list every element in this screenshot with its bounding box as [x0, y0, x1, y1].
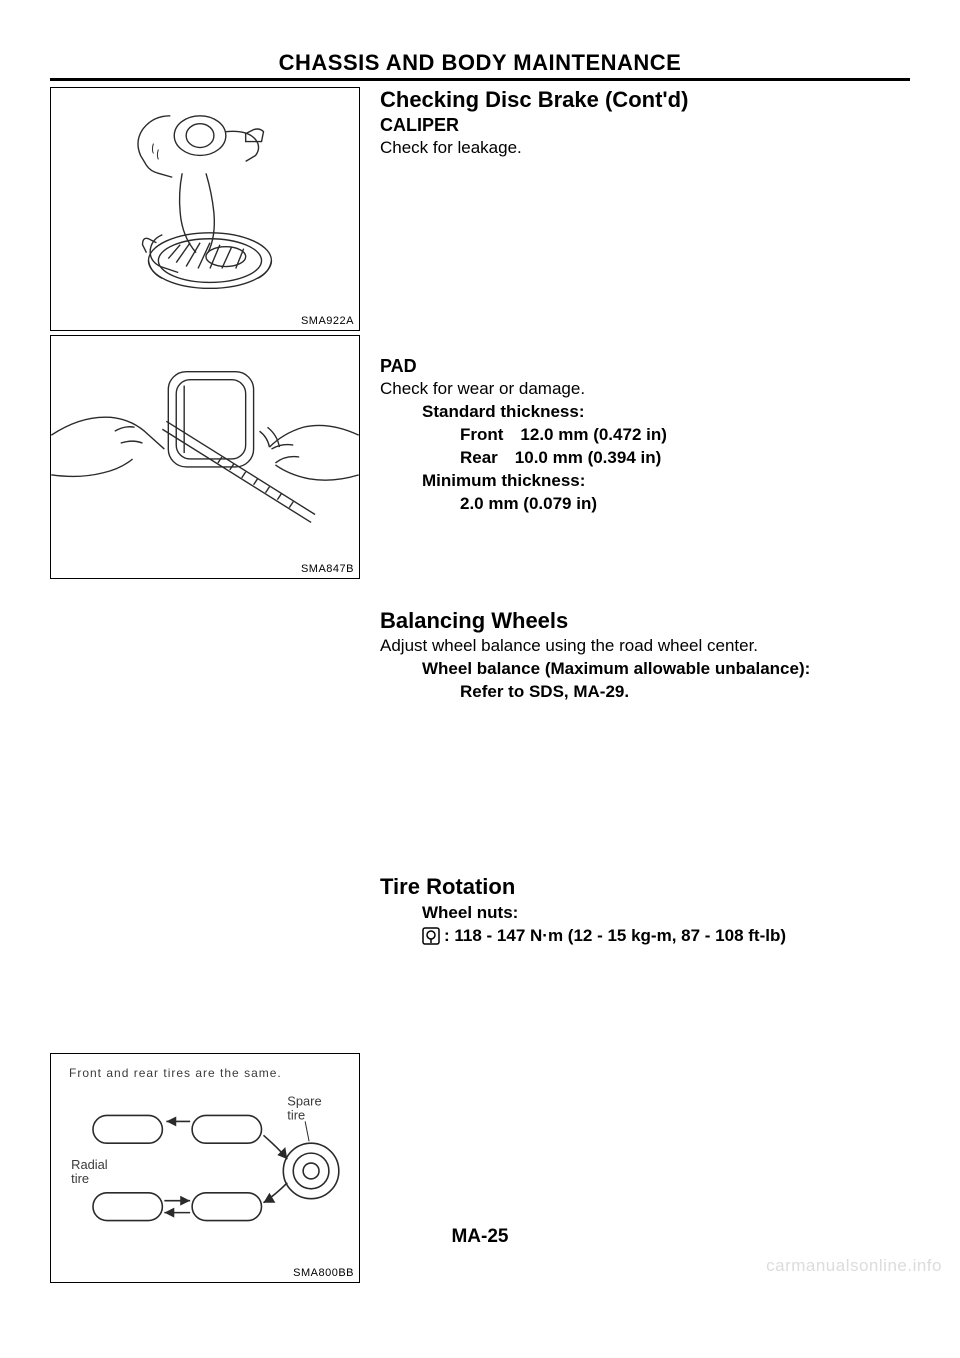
- heading-pad: PAD: [380, 356, 910, 377]
- figure-tire-rotation: Front and rear tires are the same.: [50, 1053, 360, 1283]
- spacer: [380, 160, 910, 356]
- heading-tire-rotation: Tire Rotation: [380, 874, 910, 900]
- balancing-text: Adjust wheel balance using the road whee…: [380, 636, 910, 656]
- figure-note: Front and rear tires are the same.: [69, 1066, 282, 1080]
- spare-label-line2: tire: [287, 1107, 305, 1122]
- figure-label: SMA922A: [301, 315, 354, 327]
- spec-label: Standard thickness:: [422, 401, 910, 424]
- pad-text: Check for wear or damage.: [380, 379, 910, 399]
- figures-column: SMA922A: [50, 87, 370, 1287]
- spec-label: Minimum thickness:: [422, 470, 910, 493]
- balancing-spec-block: Wheel balance (Maximum allowable unbalan…: [422, 658, 910, 704]
- content-area: SMA922A: [50, 87, 910, 1287]
- torque-icon: [422, 927, 440, 945]
- spec-value: Refer to SDS, MA-29.: [460, 681, 910, 704]
- manual-page: CHASSIS AND BODY MAINTENANCE: [0, 0, 960, 1288]
- spec-value: 2.0 mm (0.079 in): [460, 493, 910, 516]
- spec-value: Front 12.0 mm (0.472 in): [460, 424, 910, 447]
- figure-label: SMA847B: [301, 563, 354, 575]
- tire-rotation-spec-block: Wheel nuts: : 118 - 147 N·m (12 - 15 kg-…: [422, 902, 910, 948]
- spacer: [380, 704, 910, 874]
- caliper-text: Check for leakage.: [380, 138, 910, 158]
- heading-caliper: CALIPER: [380, 115, 910, 136]
- section-title: CHASSIS AND BODY MAINTENANCE: [50, 50, 910, 81]
- spec-value: Rear 10.0 mm (0.394 in): [460, 447, 910, 470]
- figure-label: SMA800BB: [293, 1267, 354, 1279]
- radial-label-line2: tire: [71, 1171, 89, 1186]
- figure-pad-measure: SMA847B: [50, 335, 360, 579]
- spec-label: Wheel nuts:: [422, 902, 910, 925]
- spacer: [380, 516, 910, 608]
- torque-value: : 118 - 147 N·m (12 - 15 kg-m, 87 - 108 …: [444, 925, 786, 948]
- spare-label-line1: Spare: [287, 1094, 321, 1109]
- spec-label: Wheel balance (Maximum allowable unbalan…: [422, 658, 910, 681]
- spacer: [50, 583, 370, 1053]
- pad-spec-block: Standard thickness: Front 12.0 mm (0.472…: [422, 401, 910, 516]
- torque-spec: : 118 - 147 N·m (12 - 15 kg-m, 87 - 108 …: [422, 925, 910, 948]
- pad-measure-diagram: [51, 336, 359, 578]
- heading-balancing: Balancing Wheels: [380, 608, 910, 634]
- watermark: carmanualsonline.info: [766, 1256, 942, 1276]
- caliper-diagram: [51, 88, 359, 330]
- figure-caliper: SMA922A: [50, 87, 360, 331]
- page-number: MA-25: [0, 1226, 960, 1248]
- text-column: Checking Disc Brake (Cont'd) CALIPER Che…: [380, 87, 910, 1287]
- radial-label-line1: Radial: [71, 1157, 108, 1172]
- heading-disc-brake: Checking Disc Brake (Cont'd): [380, 87, 910, 113]
